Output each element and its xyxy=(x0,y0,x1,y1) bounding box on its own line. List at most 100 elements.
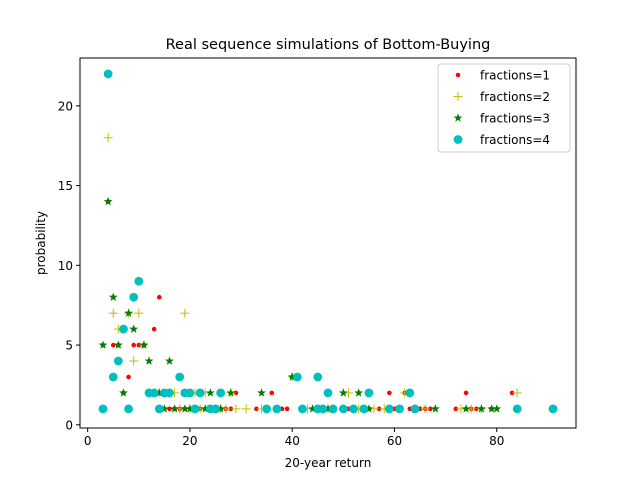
data-point xyxy=(190,404,200,414)
data-point xyxy=(170,404,179,413)
data-point xyxy=(134,308,144,318)
data-point xyxy=(292,372,302,382)
legend-entry: fractions=2 xyxy=(453,90,550,104)
data-point xyxy=(354,388,364,397)
data-point xyxy=(231,404,241,414)
data-point xyxy=(323,388,333,398)
data-point xyxy=(139,340,149,349)
data-point xyxy=(226,388,236,397)
data-point xyxy=(313,372,323,382)
data-point xyxy=(492,404,502,413)
x-axis-label: 20-year return xyxy=(285,456,372,470)
axes-frame xyxy=(79,57,577,429)
y-tick-label: 20 xyxy=(58,99,73,113)
data-point xyxy=(477,404,486,413)
data-point xyxy=(110,342,116,348)
data-point xyxy=(108,308,118,318)
data-point xyxy=(119,324,128,334)
y-tick-label: 0 xyxy=(65,418,73,432)
x-tick-label: 20 xyxy=(182,434,197,448)
x-tick-label: 60 xyxy=(387,434,402,448)
data-point xyxy=(108,292,118,301)
data-point xyxy=(149,388,159,398)
data-point xyxy=(395,404,404,414)
x-tick-label: 40 xyxy=(285,434,300,448)
data-point xyxy=(453,406,459,412)
data-point xyxy=(338,388,348,397)
ticks-layer: 0 20 40 60 80 0 5 10 15 20 xyxy=(58,99,505,448)
data-point xyxy=(509,390,515,396)
data-point xyxy=(328,404,338,414)
legend-label: fractions=3 xyxy=(480,112,550,126)
data-point xyxy=(185,388,195,398)
data-point xyxy=(185,404,195,413)
data-point xyxy=(420,404,430,414)
data-point xyxy=(349,404,358,414)
data-point xyxy=(269,390,275,396)
data-point xyxy=(241,404,251,414)
data-point xyxy=(175,372,185,382)
data-point xyxy=(129,356,139,366)
data-point xyxy=(134,276,144,286)
data-point xyxy=(108,372,118,382)
legend-marker xyxy=(455,72,461,78)
data-point xyxy=(131,342,136,348)
data-point xyxy=(512,404,522,414)
data-point xyxy=(257,388,266,397)
legend-box xyxy=(437,63,571,153)
plot-layer xyxy=(98,69,558,414)
data-point xyxy=(287,372,297,381)
data-point xyxy=(272,404,282,414)
data-point xyxy=(103,133,113,143)
data-point xyxy=(129,324,139,333)
data-point xyxy=(180,404,190,413)
y-tick-label: 15 xyxy=(58,179,73,193)
legend-marker xyxy=(453,92,463,101)
data-point xyxy=(387,390,392,396)
data-point xyxy=(103,196,113,206)
data-point xyxy=(512,388,522,398)
data-point xyxy=(144,356,154,365)
legend-marker xyxy=(453,135,463,144)
data-point xyxy=(318,404,328,414)
data-point xyxy=(180,308,190,318)
y-axis-label: probability xyxy=(34,211,48,275)
data-point xyxy=(98,404,108,414)
data-point xyxy=(151,326,157,332)
data-point xyxy=(165,356,174,365)
data-point xyxy=(431,404,440,413)
data-point xyxy=(124,404,133,414)
data-point xyxy=(376,406,382,412)
data-point xyxy=(364,388,374,398)
data-point xyxy=(154,388,164,397)
data-point xyxy=(463,390,469,396)
data-point xyxy=(405,388,415,398)
x-tick-label: 0 xyxy=(84,434,92,448)
data-point xyxy=(200,404,210,413)
data-point xyxy=(154,404,164,414)
legend-marker xyxy=(453,113,463,122)
data-point xyxy=(195,388,205,398)
data-point xyxy=(410,404,420,414)
data-point xyxy=(129,292,139,302)
data-point xyxy=(384,404,394,414)
data-point xyxy=(548,404,558,414)
data-point xyxy=(124,308,133,317)
legend-entry: fractions=1 xyxy=(455,69,550,83)
data-point xyxy=(165,388,174,398)
legend-label: fractions=4 xyxy=(480,133,550,147)
data-point xyxy=(103,69,113,79)
y-tick-label: 5 xyxy=(65,339,73,353)
data-point xyxy=(284,406,290,412)
data-point xyxy=(216,404,225,413)
data-point xyxy=(364,404,374,413)
data-point xyxy=(338,404,348,414)
y-tick-label: 10 xyxy=(58,259,73,273)
data-point xyxy=(160,404,169,413)
x-tick-label: 80 xyxy=(489,434,504,448)
legend-entry: fractions=4 xyxy=(453,133,550,147)
data-point xyxy=(119,388,128,397)
data-point xyxy=(113,340,123,349)
data-point xyxy=(156,294,162,300)
